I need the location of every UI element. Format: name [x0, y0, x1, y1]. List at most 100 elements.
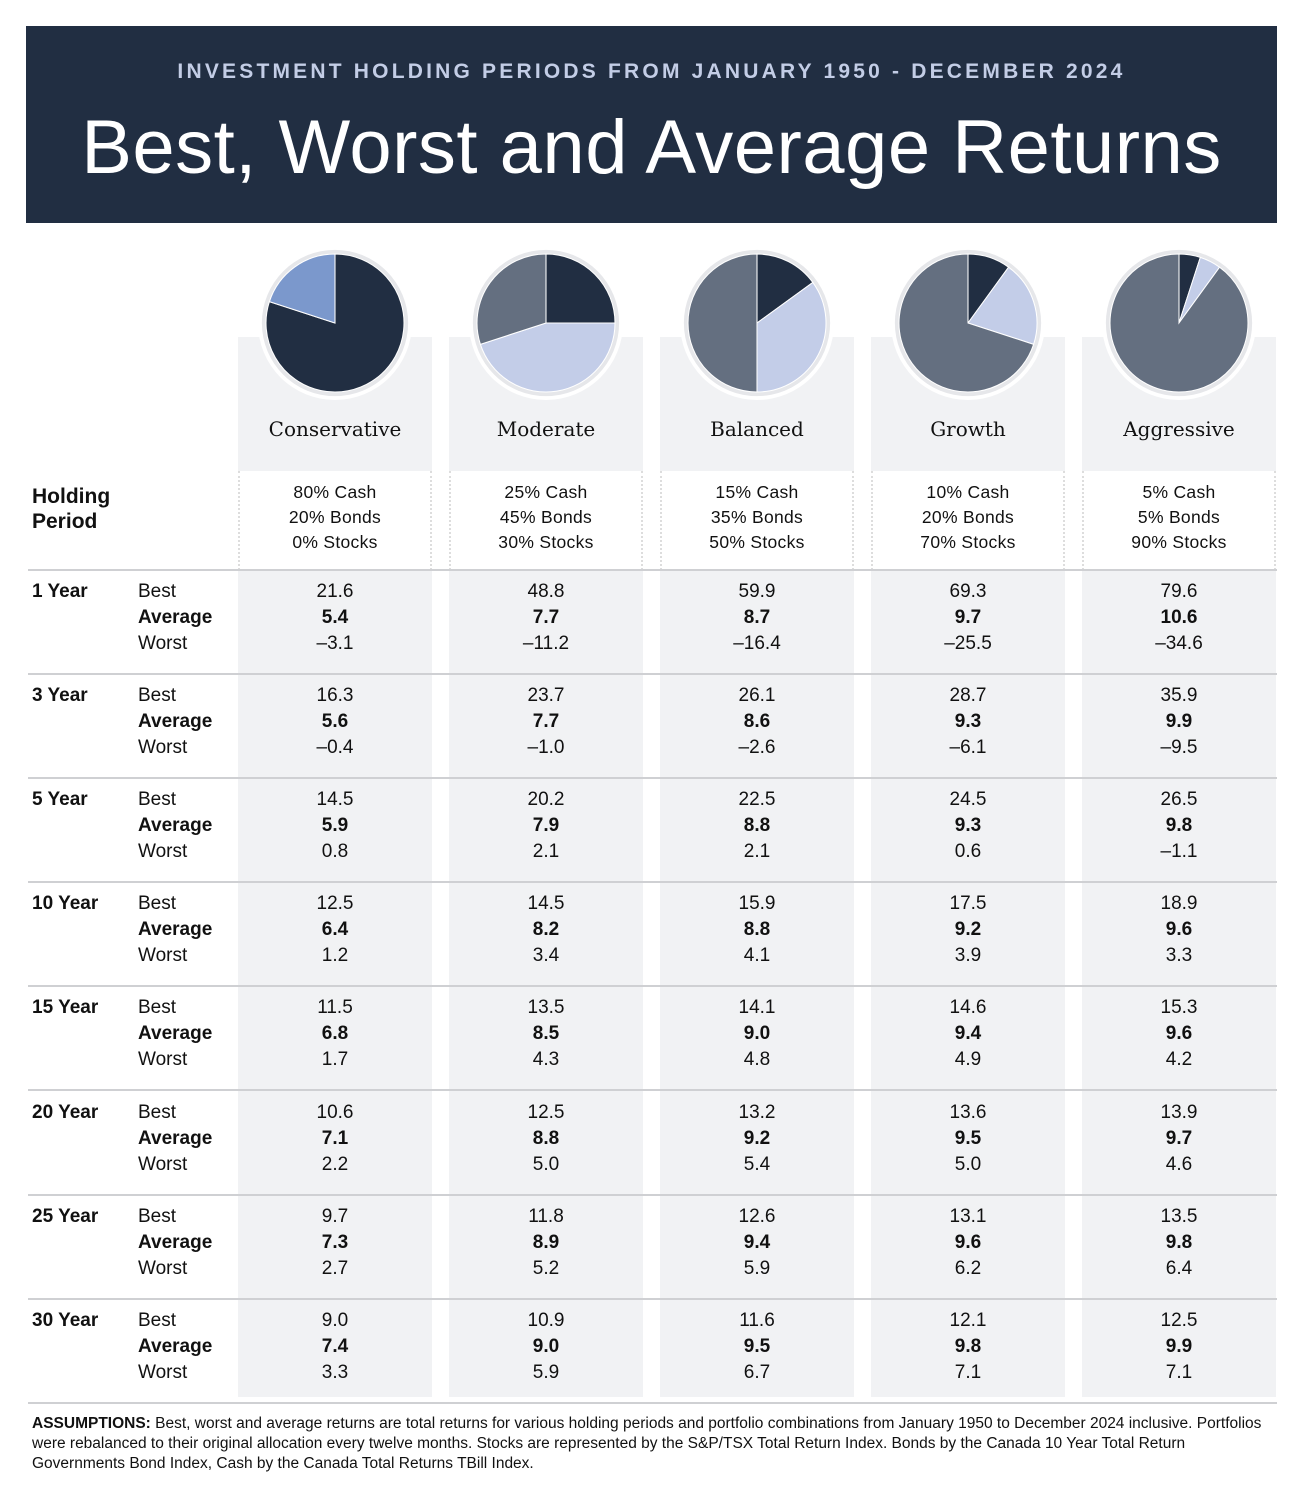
row-divider [28, 1401, 1277, 1404]
cell-average: 7.7 [532, 607, 560, 628]
allocation-line: 35% Bonds [710, 507, 804, 527]
cell-average: 7.1 [321, 1127, 349, 1149]
cell-best: 17.5 [949, 893, 987, 915]
allocation-line: 80% Cash [293, 482, 377, 502]
cell-average: 5.9 [321, 815, 349, 837]
cell-worst: –1.1 [1160, 841, 1198, 863]
cell-worst: 4.1 [743, 945, 771, 967]
cell-average: 8.7 [743, 607, 771, 628]
cell-average: 8.8 [743, 919, 771, 941]
row-label-average: Average [138, 815, 213, 837]
subtitle: INVESTMENT HOLDING PERIODS FROM JANUARY … [177, 60, 1126, 83]
row-label-worst: Worst [138, 737, 188, 759]
cell-worst: 4.8 [743, 1049, 771, 1071]
cell-best: 23.7 [527, 685, 565, 707]
cell-best: 18.9 [1160, 893, 1198, 915]
cell-best: 14.1 [738, 997, 776, 1019]
period-label: 25 Year [32, 1205, 99, 1227]
cell-worst: 3.9 [954, 945, 982, 967]
row-divider [28, 777, 1277, 780]
allocation-line: 70% Stocks [920, 532, 1016, 552]
cell-average: 9.2 [954, 919, 982, 941]
cell-average: 6.4 [321, 919, 349, 941]
cell-best: 13.5 [527, 997, 565, 1019]
cell-worst: –3.1 [316, 633, 354, 654]
row-label-average: Average [138, 607, 213, 628]
row-label-best: Best [138, 685, 177, 707]
cell-average: 9.8 [1165, 815, 1193, 837]
cell-worst: 6.4 [1165, 1257, 1193, 1279]
row-label-worst: Worst [138, 1257, 188, 1279]
cell-best: 11.6 [739, 1309, 775, 1331]
allocation-line: 15% Cash [715, 482, 799, 502]
row-label-best: Best [138, 1101, 177, 1123]
cell-average: 9.5 [954, 1127, 982, 1149]
pie-slice-stocks [687, 253, 758, 393]
cell-worst: –6.1 [949, 737, 987, 759]
allocation-conservative: 80% Cash 20% Bonds 0% Stocks [238, 471, 432, 570]
pie-moderate [472, 249, 620, 397]
cell-best: 59.9 [738, 581, 776, 602]
cell-average: 8.2 [532, 919, 560, 941]
pie-conservative [261, 249, 409, 397]
cell-best: 11.8 [528, 1205, 564, 1227]
cell-worst: 6.2 [954, 1257, 982, 1279]
cell-best: 13.6 [949, 1101, 987, 1123]
cell-worst: –16.4 [733, 633, 781, 654]
allocation-line: 25% Cash [504, 482, 588, 502]
pie-slice-cash [545, 253, 616, 324]
pie-slice-stocks [476, 253, 547, 345]
title-banner: INVESTMENT HOLDING PERIODS FROM JANUARY … [26, 26, 1277, 223]
assumptions-footnote: ASSUMPTIONS: Best, worst and average ret… [32, 1414, 1272, 1474]
row-label-worst: Worst [138, 1049, 188, 1071]
portfolio-name: Growth [930, 417, 1006, 441]
cell-average: 7.4 [321, 1335, 349, 1357]
period-label: 20 Year [32, 1101, 99, 1123]
portfolio-name: Aggressive [1123, 417, 1235, 441]
cell-best: 14.5 [527, 893, 565, 915]
row-divider [28, 569, 1277, 571]
cell-best: 13.2 [738, 1101, 776, 1123]
cell-worst: 0.8 [321, 841, 349, 863]
row-label-best: Best [138, 1205, 177, 1227]
cell-worst: 4.6 [1165, 1153, 1193, 1175]
column-body-bg [238, 570, 432, 1397]
cell-average: 9.0 [743, 1023, 771, 1045]
cell-average: 8.9 [532, 1231, 560, 1253]
cell-average: 9.6 [1165, 1023, 1193, 1045]
cell-worst: –11.2 [522, 633, 570, 654]
cell-best: 13.9 [1160, 1101, 1198, 1123]
row-label-average: Average [138, 711, 213, 733]
period-label: 15 Year [32, 997, 99, 1019]
cell-average: 8.6 [743, 711, 771, 733]
footnote-text: Best, worst and average returns are tota… [32, 1415, 1262, 1472]
portfolio-name: Moderate [496, 417, 596, 441]
cell-worst: 3.4 [532, 945, 560, 967]
cell-worst: 5.9 [532, 1361, 560, 1383]
cell-best: 10.6 [316, 1101, 354, 1123]
cell-worst: 4.3 [532, 1049, 560, 1071]
cell-worst: –1.0 [527, 737, 565, 759]
period-label: 10 Year [32, 893, 99, 915]
pie-growth [894, 249, 1042, 397]
cell-best: 16.3 [316, 685, 354, 707]
cell-worst: 7.1 [1165, 1361, 1193, 1383]
cell-best: 26.1 [738, 685, 776, 707]
cell-worst: 4.9 [954, 1049, 982, 1071]
allocation-aggressive: 5% Cash 5% Bonds 90% Stocks [1082, 471, 1276, 570]
cell-average: 9.4 [954, 1023, 982, 1045]
cell-best: 9.7 [321, 1205, 349, 1227]
column-body-bg [449, 570, 643, 1397]
cell-best: 12.5 [527, 1101, 565, 1123]
row-divider [28, 1297, 1277, 1300]
cell-average: 7.9 [532, 815, 560, 837]
cell-best: 12.6 [738, 1205, 776, 1227]
pie-slice-stocks [1109, 253, 1249, 393]
row-divider [28, 881, 1277, 884]
row-label-worst: Worst [138, 1153, 188, 1175]
cell-average: 9.7 [1165, 1127, 1193, 1149]
row-divider [28, 1089, 1277, 1092]
cell-worst: 4.2 [1165, 1049, 1193, 1071]
row-label-best: Best [138, 1309, 177, 1331]
cell-worst: 7.1 [954, 1361, 982, 1383]
